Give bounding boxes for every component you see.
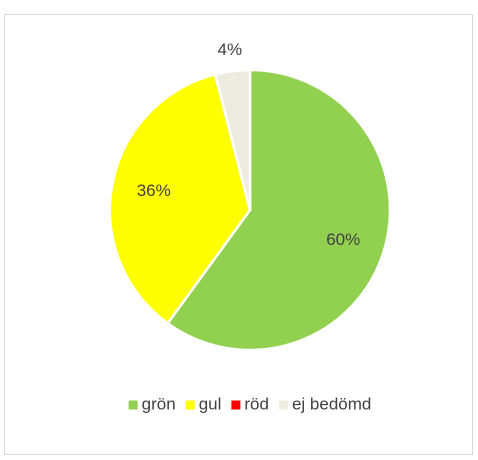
- legend-label: gul: [199, 394, 222, 413]
- legend-swatch: [278, 400, 288, 410]
- data-label: 60%: [326, 230, 360, 249]
- legend-swatch: [231, 400, 241, 410]
- pie-slice: [213, 68, 252, 212]
- pie-slice: [166, 68, 392, 352]
- data-label: 4%: [218, 40, 243, 59]
- data-label: 36%: [137, 181, 171, 200]
- legend-swatch: [185, 400, 195, 410]
- legend-label: röd: [244, 394, 269, 413]
- legend-label: grön: [142, 394, 176, 413]
- legend-swatch: [128, 400, 138, 410]
- legend-label: ej bedömd: [292, 394, 371, 413]
- pie-slice: [108, 73, 252, 325]
